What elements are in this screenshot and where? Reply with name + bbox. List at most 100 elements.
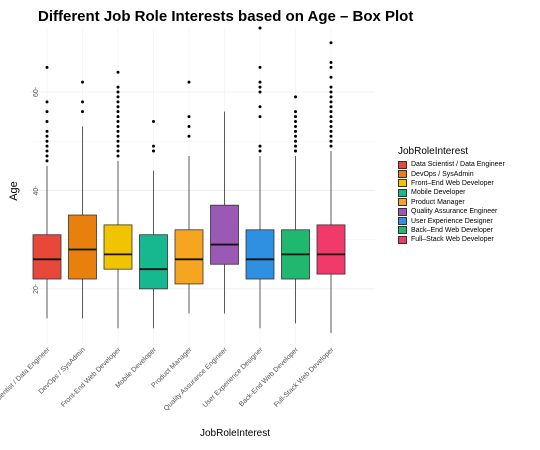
legend-item: Data Scientist / Data Engineer bbox=[398, 160, 538, 169]
outlier-point bbox=[45, 100, 49, 104]
legend-label: Product Manager bbox=[411, 198, 465, 206]
outlier-point bbox=[116, 105, 120, 109]
legend-item: Mobile Developer bbox=[398, 188, 538, 197]
outlier-point bbox=[258, 26, 262, 30]
x-tick-label: Full-Stack Web Developer bbox=[273, 346, 336, 409]
legend-swatch bbox=[398, 207, 407, 216]
outlier-point bbox=[258, 80, 262, 84]
box-3 bbox=[103, 224, 133, 270]
outlier-point bbox=[116, 95, 120, 99]
outlier-point bbox=[329, 85, 333, 89]
outlier-point bbox=[116, 90, 120, 94]
legend-item: Quality Assurance Engineer bbox=[398, 207, 538, 216]
outlier-point bbox=[258, 149, 262, 153]
legend-swatch bbox=[398, 226, 407, 235]
outlier-point bbox=[294, 149, 297, 153]
outlier-point bbox=[329, 134, 333, 138]
outlier-point bbox=[258, 105, 262, 109]
legend-item: User Experience Designer bbox=[398, 216, 538, 226]
box-2 bbox=[68, 214, 97, 280]
legend-item: Full–Stack Web Developer bbox=[398, 235, 538, 244]
x-tick-label: Quality Assurance Engineer bbox=[163, 346, 230, 413]
box-4 bbox=[139, 234, 168, 290]
legend-swatch bbox=[398, 160, 407, 169]
outlier-point bbox=[294, 110, 297, 114]
outlier-point bbox=[152, 144, 155, 148]
outlier-point bbox=[329, 105, 333, 109]
outlier-point bbox=[45, 65, 49, 69]
outlier-point bbox=[294, 129, 297, 133]
outlier-point bbox=[116, 70, 120, 74]
outlier-point bbox=[45, 154, 49, 158]
outlier-point bbox=[329, 115, 333, 119]
outlier-point bbox=[45, 159, 49, 163]
outlier-point bbox=[329, 100, 333, 104]
outlier-point bbox=[329, 144, 333, 148]
legend-title: JobRoleInterest bbox=[398, 146, 469, 157]
outlier-point bbox=[45, 134, 49, 138]
outlier-point bbox=[81, 110, 84, 114]
outlier-point bbox=[116, 85, 120, 89]
legend-label: Front–End Web Developer bbox=[411, 179, 494, 187]
outlier-point bbox=[329, 95, 333, 99]
outlier-point bbox=[187, 134, 191, 138]
legend-swatch bbox=[398, 188, 407, 197]
outlier-point bbox=[329, 124, 333, 128]
outlier-point bbox=[116, 139, 120, 143]
outlier-point bbox=[294, 144, 297, 148]
outlier-point bbox=[187, 124, 191, 128]
outlier-point bbox=[116, 129, 120, 133]
legend-label: Mobile Developer bbox=[411, 189, 466, 197]
legend-label: User Experience Designer bbox=[411, 217, 493, 225]
outlier-point bbox=[81, 100, 84, 104]
legend-swatch bbox=[398, 217, 407, 226]
outlier-point bbox=[329, 75, 333, 79]
legend-item: Back–End Web Developer bbox=[398, 226, 538, 235]
outlier-point bbox=[187, 115, 191, 119]
legend-label: DevOps / SysAdmin bbox=[411, 170, 474, 178]
outlier-point bbox=[116, 124, 120, 128]
outlier-point bbox=[294, 115, 297, 119]
outlier-point bbox=[258, 144, 262, 148]
outlier-point bbox=[258, 85, 262, 89]
x-tick-label: User Experience Designer bbox=[202, 346, 265, 409]
outlier-point bbox=[294, 139, 297, 143]
outlier-point bbox=[258, 90, 262, 94]
outlier-point bbox=[152, 149, 155, 153]
legend-item: Product Manager bbox=[398, 198, 538, 207]
outlier-point bbox=[45, 149, 49, 153]
x-tick-label: Front-End Web Developer bbox=[60, 346, 123, 409]
legend-swatch bbox=[398, 179, 407, 188]
outlier-point bbox=[116, 149, 120, 153]
outlier-point bbox=[116, 120, 120, 124]
legend-label: Back–End Web Developer bbox=[411, 226, 493, 234]
x-axis-label: JobRoleInterest bbox=[199, 428, 271, 439]
outlier-point bbox=[329, 90, 333, 94]
outlier-point bbox=[116, 100, 120, 104]
outlier-point bbox=[294, 134, 297, 138]
legend-item: DevOps / SysAdmin bbox=[398, 169, 538, 179]
outlier-point bbox=[116, 110, 120, 114]
outlier-point bbox=[116, 144, 120, 148]
y-tick-label: 60- bbox=[33, 86, 40, 97]
outlier-point bbox=[329, 120, 333, 124]
outlier-point bbox=[116, 115, 120, 119]
legend: JobRoleInterest Data Scientist / Data En… bbox=[398, 146, 538, 245]
box-1 bbox=[32, 234, 62, 280]
box-5 bbox=[174, 229, 204, 285]
x-tick-label: Data Scientist / Data Engineer bbox=[0, 346, 52, 418]
box-9 bbox=[316, 224, 346, 275]
outlier-point bbox=[45, 110, 49, 114]
outlier-point bbox=[294, 120, 297, 124]
outlier-point bbox=[258, 115, 262, 119]
legend-item: Front–End Web Developer bbox=[398, 179, 538, 188]
y-tick-label: 20- bbox=[33, 283, 40, 294]
legend-swatch bbox=[398, 170, 407, 179]
legend-label: Full–Stack Web Developer bbox=[411, 236, 494, 244]
outlier-point bbox=[152, 120, 155, 124]
y-tick-label: 40- bbox=[33, 185, 40, 196]
outlier-point bbox=[329, 139, 333, 143]
outlier-point bbox=[45, 144, 49, 148]
legend-label: Quality Assurance Engineer bbox=[411, 208, 498, 216]
